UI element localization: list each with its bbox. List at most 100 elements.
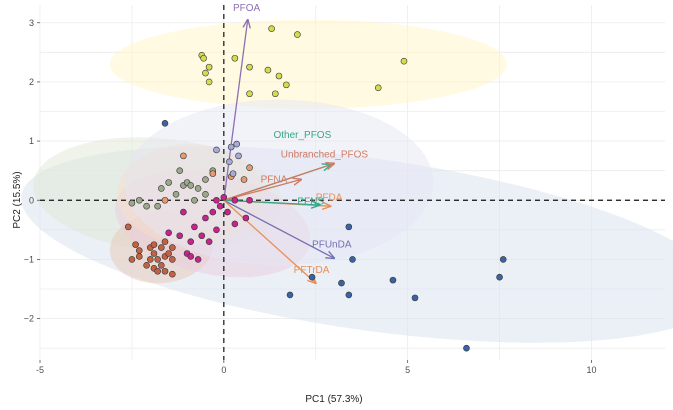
data-point [161, 196, 169, 204]
loading-arrow [223, 180, 301, 201]
group-ellipse [109, 19, 507, 109]
data-point [229, 170, 237, 177]
data-point [264, 66, 272, 74]
data-point [154, 202, 161, 210]
loading-label: Unbranched_PFOS [281, 150, 369, 161]
data-point [499, 256, 507, 263]
loading-label: PFDA [316, 192, 343, 203]
data-point [176, 232, 184, 240]
data-point [268, 25, 275, 32]
data-point [227, 143, 235, 151]
loading-label: PFNS [297, 196, 324, 207]
loading-arrow [223, 20, 248, 201]
data-point [209, 170, 217, 177]
data-point [200, 54, 207, 62]
y-axis-title: PC2 (15.5%) [12, 171, 23, 228]
data-point [169, 256, 176, 263]
data-point [294, 31, 301, 38]
y-tick-label: −2 [24, 314, 34, 324]
loading-label: PFTrDA [294, 265, 330, 276]
data-point [124, 223, 132, 231]
data-point [165, 179, 172, 186]
data-point [128, 199, 136, 207]
group-ellipses [21, 19, 673, 343]
loading-label: Other_PFOS [273, 130, 331, 141]
data-point [349, 256, 356, 263]
data-point [345, 291, 353, 299]
data-point [231, 220, 239, 228]
data-point [135, 247, 143, 254]
data-point [135, 196, 143, 204]
data-point [389, 276, 397, 284]
data-point [338, 279, 345, 287]
x-tick-label: 5 [405, 365, 410, 375]
data-point [198, 232, 206, 240]
data-point [202, 176, 209, 183]
data-point [169, 270, 176, 278]
data-point [172, 191, 180, 198]
data-point [191, 196, 198, 204]
data-point [146, 256, 154, 263]
data-point [187, 182, 195, 189]
data-point [271, 90, 279, 98]
data-point [283, 81, 290, 89]
x-axis-title: PC1 (57.3%) [305, 394, 362, 405]
data-point [242, 214, 250, 222]
data-point [235, 152, 242, 160]
data-point [213, 196, 220, 204]
data-point [209, 208, 217, 216]
data-point [345, 223, 353, 231]
y-tick-label: 0 [29, 195, 34, 205]
data-point [165, 250, 172, 257]
data-point [154, 267, 161, 275]
sample-points [124, 25, 507, 352]
data-point [161, 267, 169, 275]
x-tick-label: 0 [221, 365, 226, 375]
x-tick-label: -5 [36, 365, 44, 375]
loading-label: PFNA [261, 175, 288, 186]
data-point [374, 84, 382, 92]
data-point [496, 273, 503, 281]
data-point [202, 69, 209, 77]
data-point [205, 63, 213, 71]
y-tick-label: 3 [29, 18, 34, 28]
data-point [143, 202, 150, 210]
y-tick-label: 1 [29, 136, 34, 146]
data-point [180, 152, 187, 160]
data-point [231, 54, 239, 62]
data-point [205, 238, 213, 245]
data-point [128, 256, 136, 263]
data-point [213, 146, 220, 154]
data-point [132, 241, 139, 248]
data-point [246, 164, 253, 172]
data-point [191, 223, 198, 231]
data-point [400, 57, 408, 65]
loading-label: PFOA [233, 3, 261, 14]
data-point [286, 291, 294, 299]
data-point [463, 344, 470, 352]
data-point [275, 72, 283, 80]
loading-label: PFUnDA [312, 240, 352, 251]
data-point [158, 185, 165, 192]
data-point [411, 294, 419, 302]
data-point [202, 214, 209, 222]
data-point [246, 90, 253, 98]
y-tick-label: −1 [24, 254, 34, 264]
data-point [169, 244, 176, 251]
data-point [213, 226, 220, 234]
loading-arrows [223, 20, 334, 283]
data-point [205, 78, 213, 86]
data-point [226, 158, 233, 166]
data-point [161, 120, 169, 127]
data-point [143, 262, 150, 269]
loading-arrow [223, 164, 334, 201]
data-point [176, 167, 184, 174]
data-point [154, 256, 161, 263]
y-tick-label: 2 [29, 77, 34, 87]
data-point [187, 238, 195, 245]
data-point [231, 196, 239, 204]
data-point [216, 202, 224, 210]
data-point [233, 140, 240, 148]
data-point [161, 238, 169, 245]
